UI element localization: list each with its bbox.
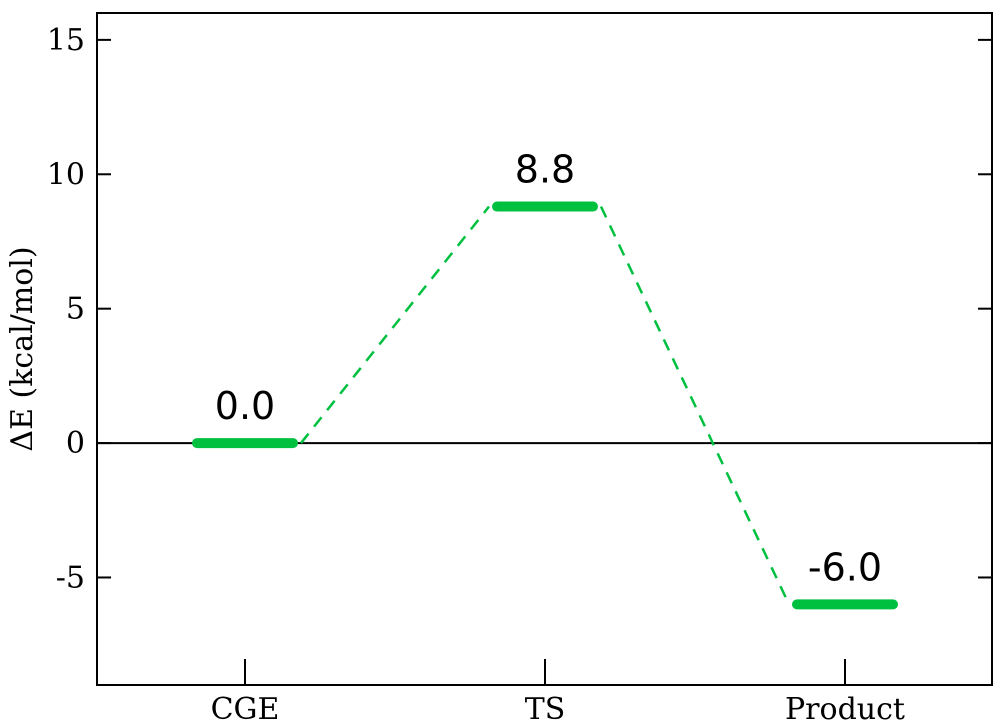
x-tick-label-cge: CGE bbox=[211, 692, 280, 726]
y-tick-label: -5 bbox=[56, 560, 85, 595]
connector-ts-product bbox=[601, 207, 789, 605]
value-label-ts: 8.8 bbox=[515, 148, 575, 192]
value-label-cge: 0.0 bbox=[215, 384, 275, 428]
x-tick-label-ts: TS bbox=[525, 692, 566, 726]
y-axis-title: ΔE (kcal/mol) bbox=[5, 246, 40, 451]
y-tick-label: 15 bbox=[47, 23, 85, 58]
y-tick-label: 10 bbox=[47, 157, 85, 192]
y-tick-label: 5 bbox=[66, 292, 85, 327]
connector-cge-ts bbox=[301, 207, 489, 444]
value-label-product: -6.0 bbox=[808, 545, 882, 589]
y-tick-label: 0 bbox=[66, 426, 85, 461]
x-tick-label-product: Product bbox=[785, 692, 905, 726]
